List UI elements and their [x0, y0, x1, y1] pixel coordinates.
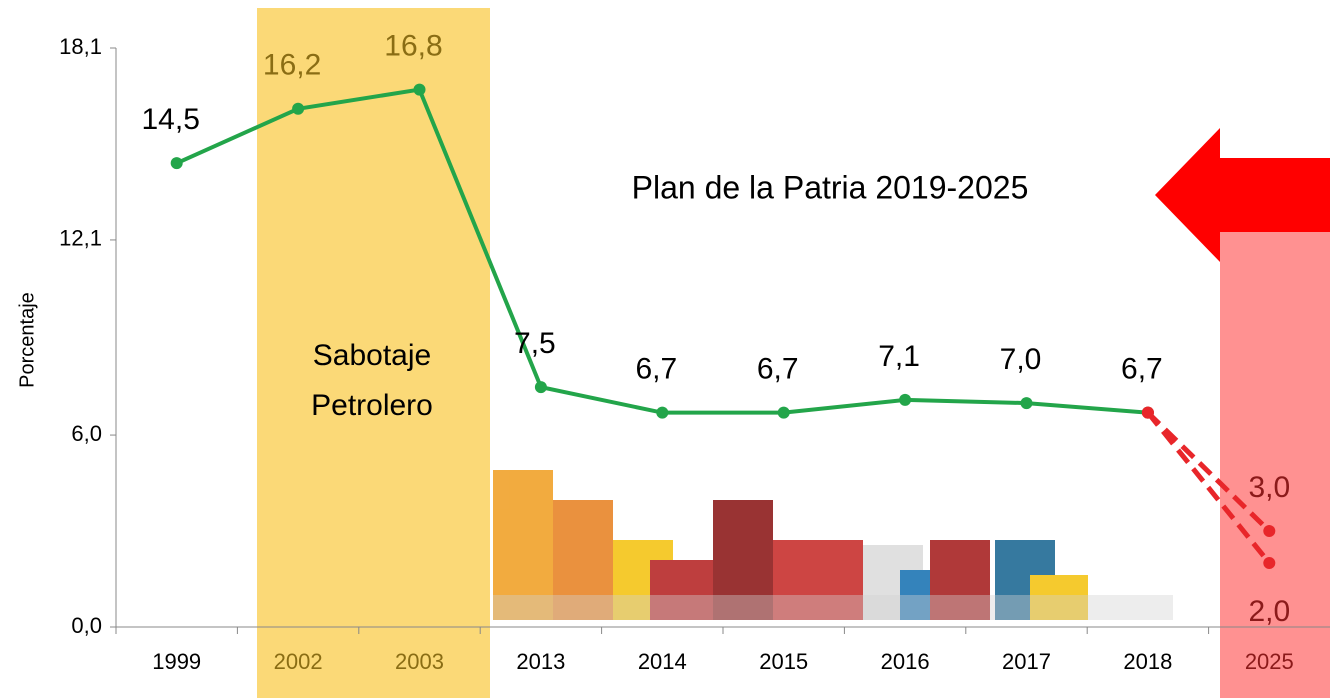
annotation: Plan de la Patria 2019-2025: [632, 169, 1029, 205]
x-tick-label: 2002: [274, 649, 323, 674]
x-tick-label: 2015: [759, 649, 808, 674]
value-label: 6,7: [757, 353, 799, 386]
x-tick-label: 2016: [881, 649, 930, 674]
point: [1021, 397, 1033, 409]
y-tick-label: 18,1: [59, 34, 102, 59]
value-label: 2,0: [1248, 595, 1290, 628]
value-label: 16,8: [384, 30, 442, 63]
point: [171, 157, 183, 169]
x-tick-label: 2018: [1123, 649, 1172, 674]
value-label: 3,0: [1248, 471, 1290, 504]
point: [656, 407, 668, 419]
value-label: 16,2: [263, 49, 321, 82]
x-tick-label: 2003: [395, 649, 444, 674]
x-tick-label: 2013: [516, 649, 565, 674]
point: [292, 103, 304, 115]
y-tick-label: 0,0: [71, 613, 102, 638]
x-tick-label: 2017: [1002, 649, 1051, 674]
point: [778, 407, 790, 419]
point: [414, 84, 426, 96]
annotation: Sabotaje: [313, 339, 431, 372]
x-tick-label: 1999: [152, 649, 201, 674]
y-axis-label: Porcentaje: [16, 292, 38, 388]
chart: Porcentaje Sabotaje Petrolero Plan de la…: [0, 0, 1336, 698]
y-tick-label: 6,0: [71, 421, 102, 446]
x-tick-label: 2025: [1245, 649, 1294, 674]
value-label: 7,1: [878, 340, 920, 373]
value-label: 14,5: [142, 103, 200, 136]
value-label: 6,7: [1121, 353, 1163, 386]
point: [1263, 557, 1275, 569]
point: [1263, 525, 1275, 537]
point: [899, 394, 911, 406]
annotation: Petrolero: [311, 389, 433, 422]
point: [535, 381, 547, 393]
value-label: 7,5: [514, 327, 556, 360]
y-tick-label: 12,1: [59, 226, 102, 251]
value-label: 7,0: [1000, 343, 1042, 376]
cubes-decoration: [493, 470, 1173, 620]
value-label: 6,7: [635, 353, 677, 386]
x-tick-label: 2014: [638, 649, 687, 674]
point: [1142, 407, 1154, 419]
